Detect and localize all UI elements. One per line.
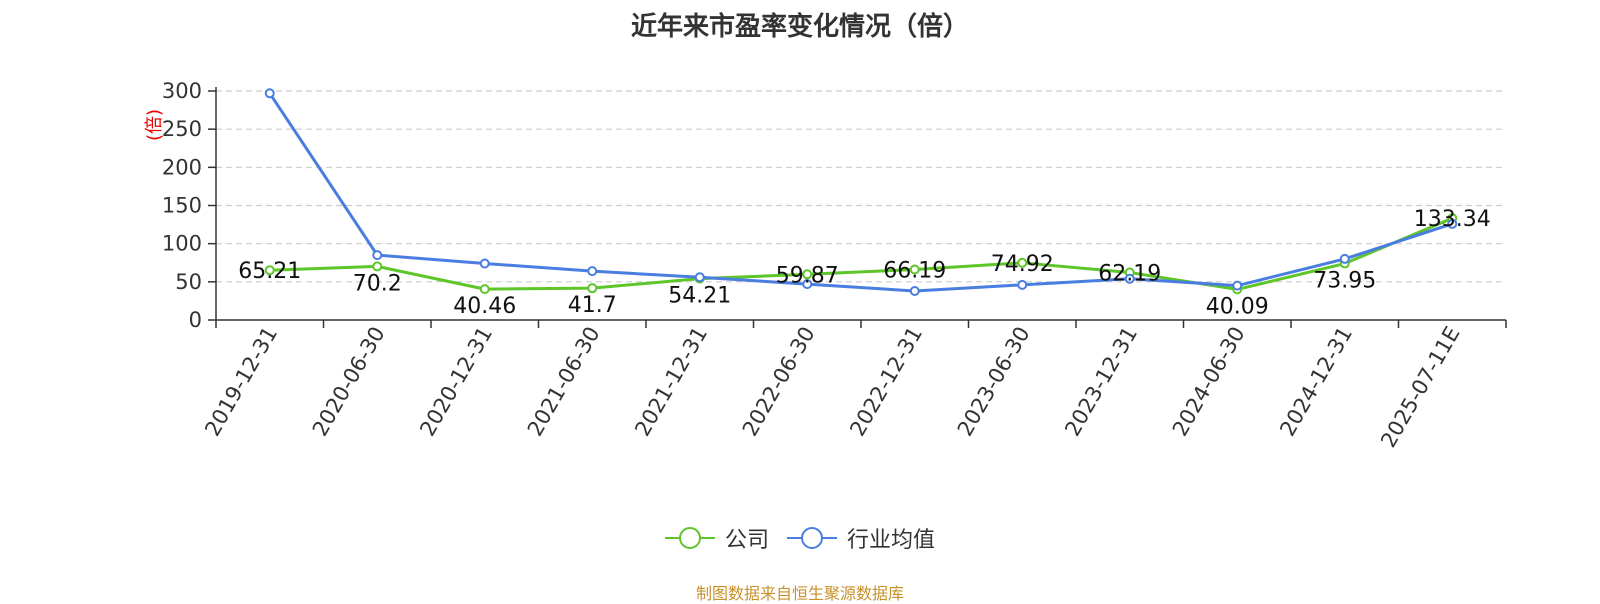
legend-industry-marker-icon: [787, 527, 837, 549]
data-point-industry-average: [587, 266, 598, 277]
y-tick-label: 300: [162, 79, 202, 103]
data-point-company: [372, 261, 383, 272]
data-label-company: 66.19: [883, 258, 946, 283]
x-tick-label: 2023-12-31: [1060, 323, 1142, 441]
x-tick-label: 2024-12-31: [1275, 323, 1357, 441]
x-tick-label: 2020-12-31: [415, 323, 497, 441]
series-line-industry-average: [268, 92, 1453, 293]
data-point-industry-average: [264, 88, 275, 99]
legend-company-label: 公司: [724, 528, 769, 553]
data-label-company: 65.21: [238, 259, 301, 284]
y-tick-label: 0: [189, 308, 202, 332]
data-label-company: 54.21: [668, 284, 731, 309]
data-source-note: 制图数据来自恒生聚源数据库: [695, 584, 904, 603]
y-tick-label: 250: [162, 117, 202, 141]
y-tick-label: 150: [162, 194, 202, 218]
data-point-industry-average: [1124, 273, 1135, 284]
y-tick-label: 50: [175, 270, 202, 294]
series-line-company: [269, 216, 1453, 291]
data-point-company: [802, 269, 813, 280]
x-tick-label: 2020-06-30: [308, 323, 390, 441]
legend-item-industry-average[interactable]: 行业均值: [787, 522, 935, 554]
chart-title: 近年来市盈率变化情况（倍）: [630, 12, 969, 42]
x-tick-label: 2025-07-11E: [1376, 323, 1464, 452]
legend-item-company[interactable]: 公司: [664, 522, 769, 554]
data-point-industry-average: [1232, 280, 1243, 291]
legend-company-marker-icon: [664, 527, 715, 549]
data-point-company: [587, 283, 598, 294]
data-point-industry-average: [694, 272, 705, 283]
data-label-company: 62.19: [1098, 262, 1161, 287]
line-chart: 0 50 100 150 200 250 300 (倍) 2019-12-31 2020-06-3…: [144, 79, 1507, 452]
y-tick-label: 200: [162, 155, 202, 179]
legend-industry-label: 行业均值: [847, 528, 936, 553]
data-label-company: 74.92: [991, 252, 1054, 277]
data-label-company: 41.7: [568, 293, 617, 318]
data-point-industry-average: [372, 250, 383, 261]
data-label-company: 73.95: [1313, 269, 1376, 294]
data-label-company: 70.2: [353, 271, 402, 296]
data-label-company: 133.34: [1414, 207, 1491, 232]
data-point-industry-average: [802, 279, 813, 290]
y-tick-label: 100: [162, 232, 202, 256]
data-point-industry-average: [479, 258, 490, 269]
x-tick-label: 2019-12-31: [200, 323, 282, 441]
data-point-company: [264, 265, 275, 276]
data-point-industry-average: [1447, 218, 1458, 229]
data-point-industry-average: [909, 285, 920, 296]
y-axis-unit-label: (倍): [144, 109, 165, 141]
x-tick-label: 2021-12-31: [630, 323, 712, 441]
data-label-company: 40.09: [1206, 294, 1269, 319]
data-label-company: 40.46: [453, 294, 516, 319]
x-tick-label: 2023-06-30: [953, 323, 1035, 441]
data-point-industry-average: [1339, 253, 1350, 264]
data-point-company: [909, 264, 920, 275]
x-tick-label: 2022-12-31: [845, 323, 927, 441]
data-label-company: 59.87: [776, 263, 839, 288]
data-point-company: [479, 284, 490, 295]
x-tick-label: 2022-06-30: [738, 323, 820, 441]
legend[interactable]: 公司 行业均值: [0, 522, 1600, 554]
x-tick-label: 2021-06-30: [523, 323, 605, 441]
data-point-industry-average: [1017, 279, 1028, 290]
x-tick-label: 2024-06-30: [1168, 323, 1250, 441]
data-point-company: [1017, 257, 1028, 268]
